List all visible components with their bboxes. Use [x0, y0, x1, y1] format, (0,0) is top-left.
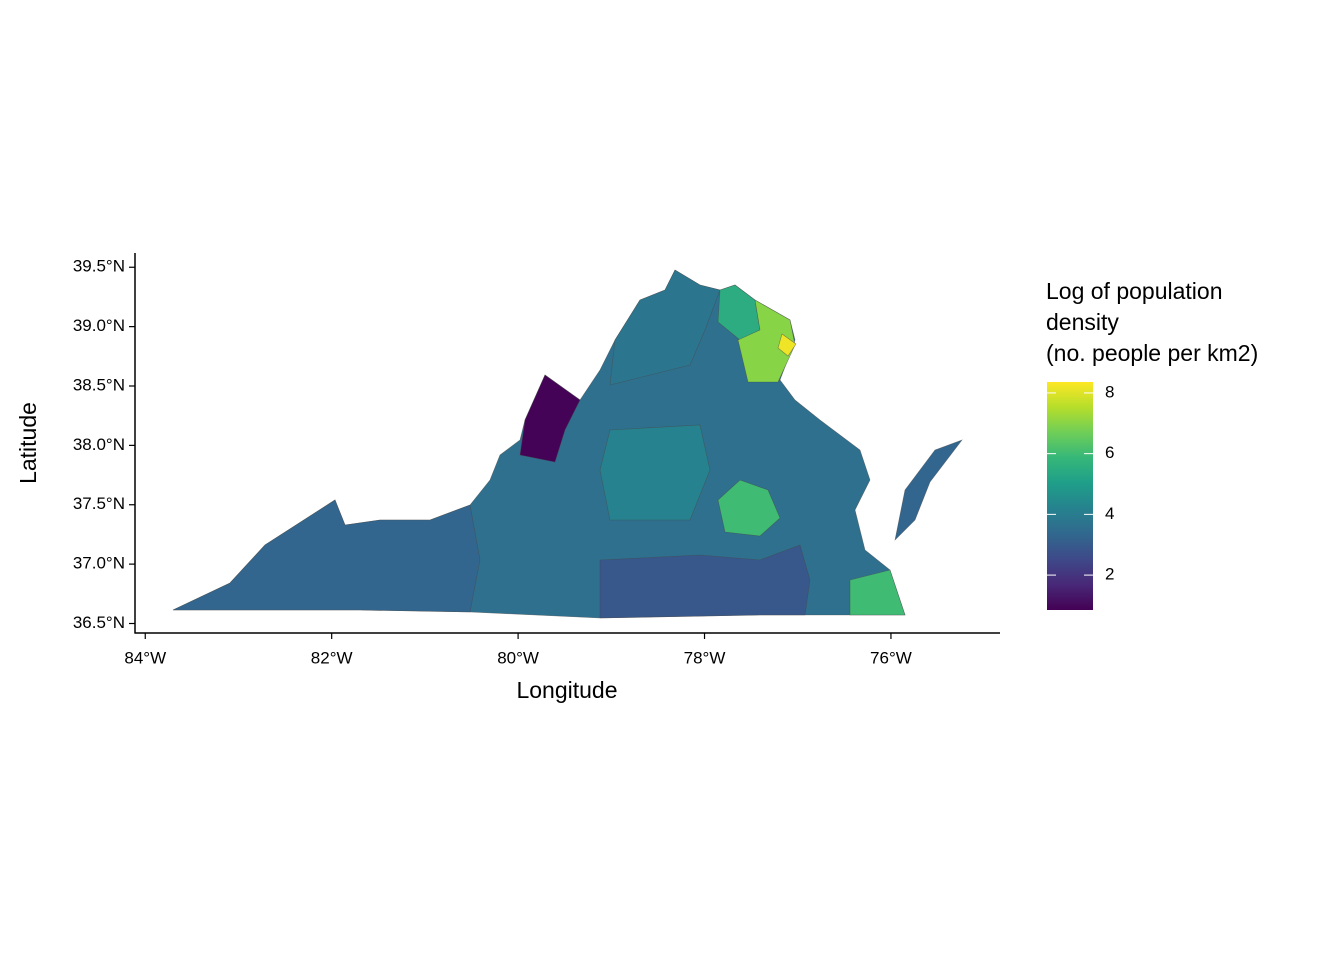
region — [599, 424, 711, 521]
x-tick-label: 78°W — [684, 648, 726, 667]
colorbar — [1047, 382, 1093, 610]
region — [894, 439, 963, 541]
x-tick-label: 80°W — [497, 648, 539, 667]
x-tick-label: 82°W — [311, 648, 353, 667]
region — [599, 544, 811, 619]
region — [609, 269, 721, 386]
y-tick-label: 36.5°N — [73, 613, 125, 632]
region — [519, 374, 581, 463]
x-tick-label: 84°W — [124, 648, 166, 667]
region — [172, 499, 481, 613]
legend-title: Log of population — [1046, 278, 1223, 304]
y-tick-label: 38.5°N — [73, 375, 125, 394]
region — [737, 299, 796, 383]
y-tick-label: 37.0°N — [73, 554, 125, 573]
y-tick-label: 39.0°N — [73, 316, 125, 335]
colorbar-tick-label: 4 — [1105, 504, 1114, 523]
colorbar-tick-label: 2 — [1105, 565, 1114, 584]
legend-title: density — [1046, 309, 1119, 335]
y-tick-label: 38.0°N — [73, 435, 125, 454]
legend-title: (no. people per km2) — [1046, 340, 1258, 366]
region — [717, 479, 781, 537]
y-axis-title: Latitude — [15, 402, 41, 484]
map — [172, 269, 963, 619]
x-axis-title: Longitude — [516, 677, 617, 703]
colorbar-tick-label: 6 — [1105, 443, 1114, 462]
y-tick-label: 37.5°N — [73, 494, 125, 513]
colorbar-tick-label: 8 — [1105, 382, 1114, 401]
region — [777, 333, 797, 357]
region — [849, 569, 906, 616]
x-tick-label: 76°W — [870, 648, 912, 667]
y-tick-label: 39.5°N — [73, 257, 125, 276]
